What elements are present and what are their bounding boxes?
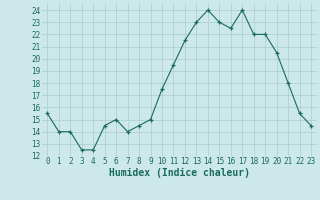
X-axis label: Humidex (Indice chaleur): Humidex (Indice chaleur)	[109, 168, 250, 178]
